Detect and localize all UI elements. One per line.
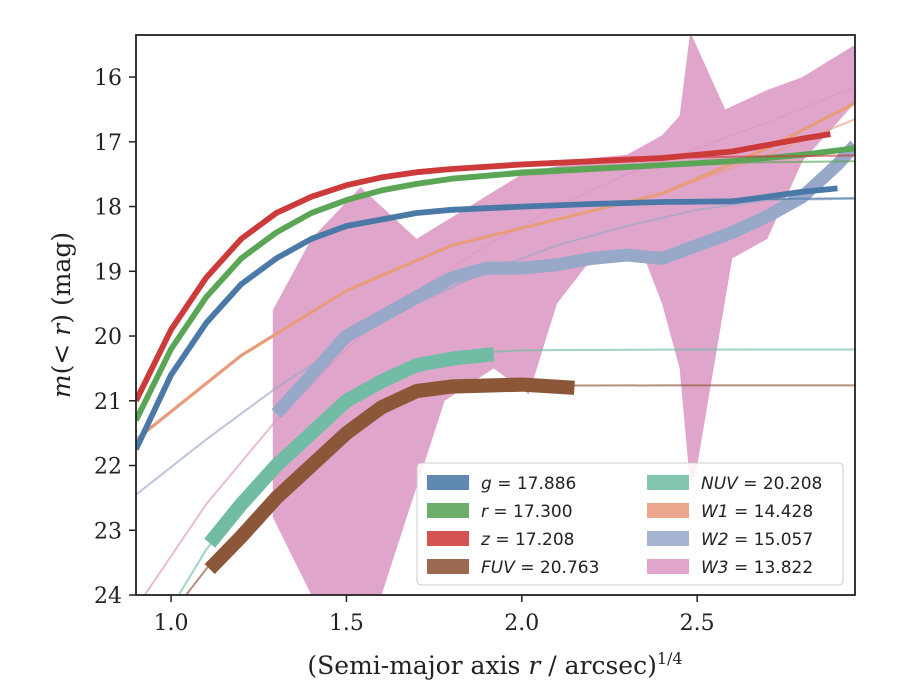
series-g-data-band	[136, 185, 838, 451]
series-fuv-data-band	[204, 377, 575, 575]
legend-swatch-w1	[647, 503, 689, 518]
y-tick-label: 16	[94, 66, 122, 91]
legend-label-g: g = 17.886	[481, 474, 576, 494]
x-tick-label: 2.5	[680, 611, 715, 636]
legend-label-nuv: NUV = 20.208	[701, 474, 822, 494]
legend-swatch-w3	[647, 559, 689, 574]
legend-swatch-nuv	[647, 475, 689, 490]
x-tick-label: 1.5	[329, 611, 364, 636]
series-r-data-band	[136, 145, 855, 422]
y-tick-label: 21	[94, 390, 122, 415]
x-tick-label: 1.0	[154, 611, 189, 636]
ticks-layer: 1.0 1.5 2.0 2.5 16 17 18 19 20 21 22 23 24	[94, 66, 715, 636]
legend-label-r: r = 17.300	[481, 502, 573, 522]
series-z-data-band	[136, 131, 831, 403]
x-tick-label: 2.0	[504, 611, 539, 636]
legend-label-z: z = 17.208	[480, 530, 574, 550]
legend-swatch-z	[427, 531, 469, 546]
legend-label-fuv: FUV = 20.763	[481, 558, 599, 578]
legend-label-w3: W3 = 13.822	[701, 558, 813, 578]
y-tick-label: 20	[94, 325, 122, 350]
series-layer	[136, 35, 855, 595]
y-tick-label: 18	[94, 196, 122, 221]
legend-box	[416, 462, 844, 586]
series-w2-data-band	[271, 140, 855, 419]
x-axis-title: (Semi-major axis r / arcsec)1/4	[307, 649, 682, 680]
plot-frame	[135, 34, 856, 596]
y-axis-title: m(< r) (mag)	[47, 232, 76, 398]
series-w3-band	[272, 35, 855, 595]
legend-label-w2: W2 = 15.057	[701, 530, 813, 550]
y-tick-label: 17	[94, 131, 122, 156]
y-tick-label: 23	[94, 519, 122, 544]
y-tick-label: 22	[94, 455, 122, 480]
series-nuv-data-band	[204, 347, 495, 548]
legend-swatch-fuv	[427, 559, 469, 574]
y-tick-label: 24	[94, 584, 122, 609]
legend-swatch-r	[427, 503, 469, 518]
legend-swatch-w2	[647, 531, 689, 546]
legend-swatch-g	[427, 475, 469, 490]
legend: g = 17.886 r = 17.300 z = 17.208 FUV = 20.7…	[416, 462, 844, 586]
y-tick-label: 19	[94, 260, 122, 285]
legend-label-w1: W1 = 14.428	[701, 502, 813, 522]
